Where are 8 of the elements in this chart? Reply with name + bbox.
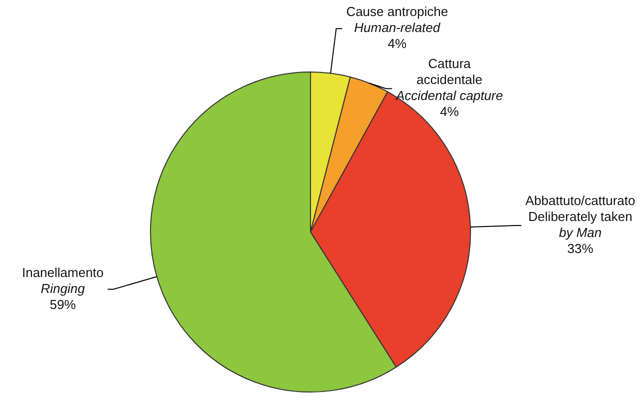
data-label: 33%: [567, 241, 594, 256]
data-label: 4%: [440, 104, 460, 120]
data-label: 59%: [50, 296, 76, 312]
slice-label: Abbattuto/catturato Deliberately taken by Man: [525, 193, 636, 240]
slice-label: Cause antropiche Human-related: [346, 4, 448, 36]
slice-label: Inanellamento Ringing: [22, 264, 104, 296]
slice-label: Cattura accidentale Accidental capture: [394, 56, 503, 104]
data-label: 4%: [388, 36, 407, 52]
